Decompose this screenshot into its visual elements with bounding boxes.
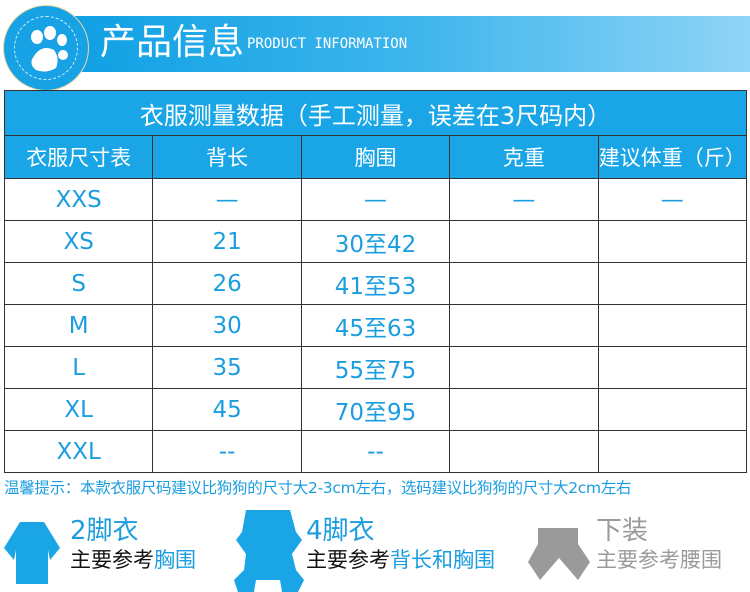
paw-icon [31, 26, 68, 72]
table-row: M 30 45至63 [3, 304, 748, 347]
pants-icon [528, 528, 590, 580]
table-cell: L [3, 346, 154, 389]
four-leg-shirt-icon [234, 510, 304, 592]
table-row: L 35 55至75 [3, 346, 748, 389]
tip-note: 温馨提示：本款衣服尺码建议比狗狗的尺寸大2-3cm左右，选码建议比狗狗的尺寸大2… [4, 479, 632, 497]
page-subtitle: PRODUCT INFORMATION [247, 36, 408, 52]
table-cell: 45 [152, 388, 302, 431]
legend-suffix: 腰围 [680, 548, 722, 572]
table-cell: M [3, 304, 154, 347]
column-header: 背长 [152, 135, 302, 179]
table-cell [449, 304, 599, 347]
column-header: 衣服尺寸表 [3, 135, 154, 179]
table-cell: XXL [3, 430, 154, 473]
table-cell [597, 262, 748, 305]
table-cell: 41至53 [300, 262, 451, 305]
table-cell [449, 430, 599, 473]
table-cell: S [3, 262, 154, 305]
table-cell: -- [300, 430, 451, 473]
table-cell [597, 430, 748, 473]
table-row: S 26 41至53 [3, 262, 748, 305]
table-cell: XXS [3, 178, 154, 221]
table-cell: 35 [152, 346, 302, 389]
table-cell: -- [152, 430, 302, 473]
table-cell: 30至42 [300, 220, 451, 263]
legend-title: 4脚衣 [306, 516, 375, 546]
size-table: 衣服测量数据（手工测量，误差在3尺码内） 衣服尺寸表 背长 胸围 克重 建议体重（斤） … [3, 90, 748, 473]
table-caption: 衣服测量数据（手工测量，误差在3尺码内） [4, 90, 747, 136]
table-cell [449, 388, 599, 431]
table-cell [449, 220, 599, 263]
table-cell: — [597, 178, 748, 221]
legend-suffix: 胸围 [154, 548, 196, 572]
table-cell: 30 [152, 304, 302, 347]
header-banner [70, 16, 750, 72]
column-header: 胸围 [300, 135, 451, 179]
column-header: 克重 [449, 135, 599, 179]
table-row: XXL -- -- [3, 430, 748, 473]
legend-title: 下装 [596, 516, 649, 546]
legend-prefix: 主要参考 [596, 548, 680, 572]
table-row: XL 45 70至95 [3, 388, 748, 431]
paw-logo [3, 5, 89, 91]
table-cell: — [300, 178, 451, 221]
table-cell [449, 262, 599, 305]
table-cell: 55至75 [300, 346, 451, 389]
table-cell: — [152, 178, 302, 221]
table-cell [597, 304, 748, 347]
legend-prefix: 主要参考 [306, 548, 390, 572]
two-leg-shirt-icon [4, 522, 60, 584]
column-header: 建议体重（斤） [597, 135, 748, 179]
table-cell: XS [3, 220, 154, 263]
table-row: XXS — — — — [3, 178, 748, 221]
table-cell [597, 220, 748, 263]
table-cell [449, 346, 599, 389]
page-title: 产品信息 [100, 22, 245, 63]
legend-suffix: 背长和胸围 [390, 548, 495, 572]
table-cell: 70至95 [300, 388, 451, 431]
table-row: XS 21 30至42 [3, 220, 748, 263]
table-cell: XL [3, 388, 154, 431]
legend-title: 2脚衣 [70, 516, 139, 546]
table-cell [597, 388, 748, 431]
table-cell [597, 346, 748, 389]
table-cell: 26 [152, 262, 302, 305]
table-cell: 21 [152, 220, 302, 263]
table-cell: — [449, 178, 599, 221]
legend-prefix: 主要参考 [70, 548, 154, 572]
table-cell: 45至63 [300, 304, 451, 347]
